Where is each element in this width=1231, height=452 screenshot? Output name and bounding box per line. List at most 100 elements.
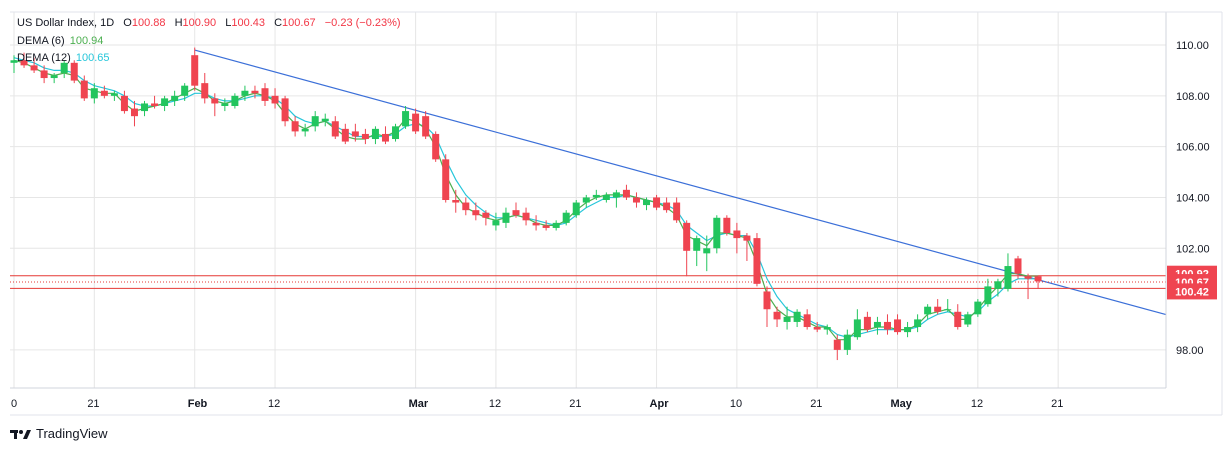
dema12-value: 100.65	[75, 52, 110, 64]
candle	[643, 197, 651, 211]
candle	[231, 93, 239, 109]
candle-body	[462, 202, 470, 211]
candle-body	[914, 319, 922, 328]
candle	[542, 220, 550, 231]
candle	[904, 321, 912, 338]
candle	[241, 85, 249, 101]
candle-body	[562, 212, 570, 223]
x-tick-label: Mar	[409, 398, 429, 410]
candle-body	[904, 327, 912, 333]
candle-body	[412, 113, 420, 132]
dema12-legend[interactable]: DEMA (12) 100.65	[17, 52, 112, 64]
candle-body	[894, 319, 902, 333]
candle	[392, 123, 400, 142]
candle-body	[120, 95, 128, 112]
candle-body	[70, 62, 78, 81]
candle	[70, 60, 78, 84]
candle-body	[522, 212, 530, 221]
candle-body	[683, 222, 691, 251]
candle-body	[1014, 258, 1022, 274]
candle-body	[753, 238, 761, 284]
candle-body	[110, 93, 118, 96]
candle	[371, 126, 379, 145]
candle	[412, 108, 420, 134]
x-tick-label: 0	[11, 398, 17, 410]
candle	[673, 197, 681, 223]
candle	[622, 184, 630, 200]
candle	[341, 123, 349, 145]
candle-body	[261, 88, 269, 101]
candle-body	[201, 83, 209, 99]
x-tick-label: 10	[730, 398, 742, 410]
ohlc-legend: US Dollar Index, 1D O100.88 H100.90 L100…	[17, 17, 403, 29]
candle	[331, 116, 339, 140]
candle-body	[141, 103, 149, 112]
candle-body	[994, 281, 1002, 289]
time-axis[interactable]: 0 21 Feb 12 Mar 12 21 Apr 10 21 May 12 21	[11, 398, 1063, 410]
candle	[572, 200, 580, 218]
candle	[703, 235, 711, 272]
candle-body	[20, 60, 28, 66]
candle	[452, 189, 460, 213]
candle	[351, 123, 359, 142]
candle	[10, 55, 18, 73]
open-value: 100.88	[131, 17, 166, 29]
candle	[80, 75, 88, 101]
candle	[522, 207, 530, 226]
candle-body	[934, 306, 942, 312]
candle	[743, 233, 751, 261]
candle-body	[90, 88, 98, 99]
trendline-layer	[194, 49, 1167, 316]
candle-body	[512, 210, 520, 216]
candle	[803, 309, 811, 330]
candle	[683, 220, 691, 277]
tradingview-logo-icon	[10, 429, 31, 439]
candle-body	[883, 321, 891, 330]
dema6-legend[interactable]: DEMA (6) 100.94	[17, 35, 105, 47]
candle	[753, 233, 761, 287]
price-axis[interactable]: 110.00 108.00 106.00 104.00 102.00 98.00	[1176, 40, 1210, 357]
candle	[110, 90, 118, 101]
candle	[1014, 255, 1022, 279]
candle-body	[783, 316, 791, 322]
candle	[201, 72, 209, 104]
candle-body	[984, 286, 992, 305]
candle-body	[472, 210, 480, 216]
low-label: L	[225, 17, 232, 29]
candle-body	[231, 95, 239, 106]
candle-body	[964, 314, 972, 325]
tradingview-branding[interactable]: TradingView	[10, 426, 108, 441]
candle-body	[1024, 276, 1032, 279]
candle	[30, 57, 38, 73]
dema12-label: DEMA (12)	[17, 52, 71, 64]
candle-body	[50, 75, 58, 79]
candle-body	[161, 98, 169, 106]
candle	[532, 215, 540, 231]
candle-body	[924, 306, 932, 315]
candle-body	[100, 90, 108, 96]
candle-body	[80, 80, 88, 99]
candle	[1034, 276, 1042, 289]
candle-body	[793, 311, 801, 322]
candle	[663, 197, 671, 213]
candle-body	[703, 248, 711, 254]
candle	[964, 311, 972, 328]
candle-body	[954, 311, 962, 328]
candle	[793, 309, 801, 328]
candle	[934, 299, 942, 315]
candle	[723, 215, 731, 236]
candle-body	[974, 301, 982, 315]
dema6-label: DEMA (6)	[17, 35, 65, 47]
candle	[130, 100, 138, 127]
candle-body	[813, 327, 821, 330]
candle	[833, 334, 841, 361]
y-tick-label: 102.00	[1176, 243, 1210, 255]
symbol-title[interactable]: US Dollar Index, 1D	[17, 17, 115, 29]
candle	[602, 192, 610, 203]
candle	[90, 83, 98, 104]
candle	[562, 210, 570, 226]
x-tick-label: Apr	[650, 398, 670, 410]
price-label-bg	[1167, 283, 1217, 300]
candles-layer	[10, 47, 1042, 361]
